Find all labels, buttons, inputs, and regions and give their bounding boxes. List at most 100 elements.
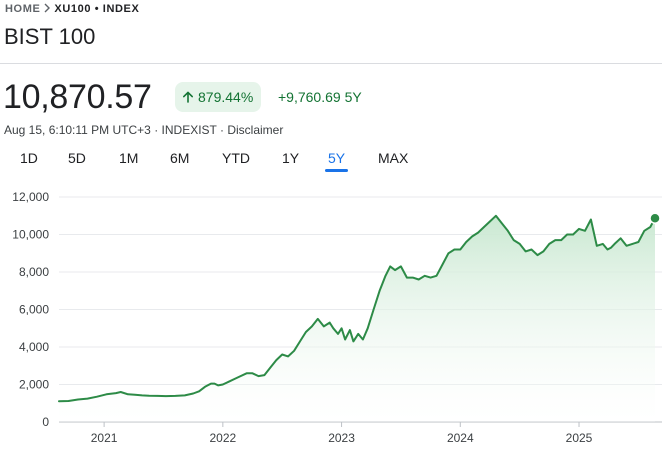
data-point — [453, 248, 455, 251]
data-point — [349, 329, 351, 331]
data-point — [519, 243, 521, 245]
x-tick-label: 2024 — [447, 431, 474, 445]
data-point — [560, 239, 562, 241]
x-axis: 2021 2022 2023 2024 2025 — [91, 422, 593, 445]
data-point — [323, 325, 325, 327]
data-points — [58, 215, 656, 402]
data-point — [174, 395, 176, 397]
x-tick-label: 2025 — [566, 431, 593, 445]
data-point — [287, 355, 289, 357]
data-point — [120, 391, 122, 393]
y-tick-label: 4,000 — [19, 340, 49, 354]
data-point — [625, 245, 628, 247]
tab-ytd[interactable]: YTD — [222, 150, 250, 166]
x-tick-label: 2021 — [91, 431, 118, 445]
arrow-up-icon — [183, 91, 193, 103]
data-point — [86, 398, 89, 400]
data-point — [305, 331, 307, 333]
data-point — [213, 383, 216, 385]
data-point — [198, 390, 200, 392]
breadcrumb-home-link[interactable]: HOME — [5, 3, 41, 15]
data-point — [566, 233, 568, 236]
data-point — [165, 395, 167, 397]
data-point — [367, 327, 369, 329]
data-point — [228, 381, 230, 383]
data-point — [275, 359, 277, 361]
data-point — [77, 398, 79, 401]
data-point — [441, 263, 444, 266]
disclaimer-link[interactable]: Disclaimer — [227, 123, 284, 137]
tab-1m[interactable]: 1M — [119, 150, 139, 166]
data-point — [590, 218, 592, 221]
data-point — [352, 340, 354, 342]
tab-max[interactable]: MAX — [378, 150, 409, 166]
data-point — [602, 243, 604, 245]
data-point — [357, 333, 359, 335]
data-point — [210, 383, 212, 385]
data-point — [554, 239, 556, 241]
data-point — [58, 400, 60, 402]
data-point — [141, 394, 143, 396]
tab-5y[interactable]: 5Y — [324, 148, 349, 172]
data-point — [477, 232, 479, 234]
data-point — [204, 386, 206, 388]
data-point — [67, 400, 70, 402]
quote-meta: Aug 15, 6:10:11 PM UTC+3 · INDEXIST · Di… — [4, 123, 283, 137]
data-point — [418, 278, 420, 281]
data-point — [614, 243, 616, 245]
data-point — [115, 392, 117, 394]
data-point — [525, 250, 527, 252]
data-point — [337, 333, 339, 335]
data-point — [332, 327, 334, 329]
data-point — [148, 395, 150, 397]
chevron-right-icon — [40, 3, 54, 16]
data-point — [329, 322, 331, 324]
data-point — [610, 247, 612, 249]
data-point — [430, 277, 432, 279]
data-point — [548, 243, 550, 245]
data-point — [263, 374, 265, 376]
y-tick-label: 8,000 — [19, 265, 49, 279]
tab-5d[interactable]: 5D — [68, 150, 86, 166]
data-point — [105, 393, 108, 395]
breadcrumb: HOME XU100 • INDEX — [5, 2, 139, 16]
data-point — [257, 375, 260, 377]
y-tick-label: 10,000 — [12, 228, 49, 242]
data-point — [384, 275, 387, 277]
data-point — [631, 243, 634, 245]
tab-1d[interactable]: 1D — [20, 150, 38, 166]
data-point — [269, 367, 271, 369]
data-point — [536, 254, 539, 256]
data-point — [412, 277, 414, 279]
data-point — [637, 241, 640, 243]
data-point — [234, 378, 236, 380]
data-point — [317, 318, 319, 320]
y-tick-label: 2,000 — [19, 378, 49, 392]
data-point — [513, 239, 515, 241]
data-point — [184, 394, 186, 396]
current-price-marker — [649, 212, 661, 224]
tab-6m[interactable]: 6M — [170, 150, 190, 166]
x-tick-label: 2023 — [328, 431, 355, 445]
data-point — [127, 393, 129, 395]
data-point — [424, 275, 426, 277]
data-point — [578, 228, 580, 230]
percent-change-badge: 879.44% — [175, 82, 262, 112]
data-point — [495, 215, 497, 217]
data-point — [156, 395, 159, 397]
data-point — [584, 230, 586, 232]
price-line — [58, 214, 656, 403]
price-area — [59, 215, 655, 422]
data-point — [620, 237, 622, 239]
data-point — [299, 340, 301, 342]
data-point — [362, 338, 364, 341]
data-point — [596, 245, 598, 247]
y-tick-label: 6,000 — [19, 303, 49, 317]
data-point — [344, 338, 346, 341]
data-point — [459, 248, 461, 251]
tab-1y[interactable]: 1Y — [282, 150, 300, 166]
data-point — [379, 290, 381, 292]
data-point — [251, 372, 254, 374]
data-point — [471, 235, 473, 237]
